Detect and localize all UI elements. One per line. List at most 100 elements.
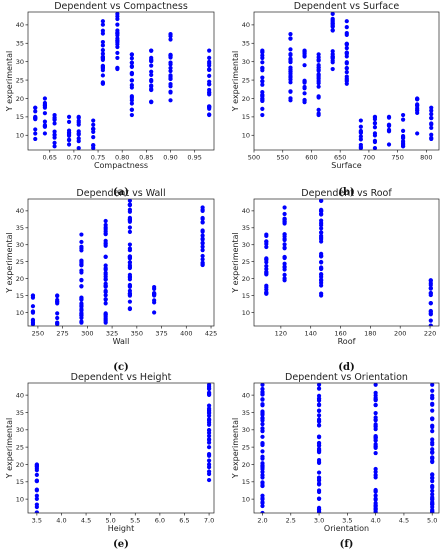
- data-point: [430, 447, 435, 452]
- data-point: [100, 68, 105, 73]
- plot-frame: [27, 11, 215, 151]
- x-axis-label: Roof: [338, 337, 356, 346]
- data-point: [282, 272, 287, 278]
- y-tick-label: 25: [242, 76, 250, 84]
- data-point: [260, 106, 265, 112]
- data-point: [152, 286, 157, 291]
- data-point: [34, 479, 39, 484]
- data-point: [103, 283, 108, 288]
- y-tick-label: 15: [242, 478, 250, 486]
- data-point: [400, 141, 406, 146]
- data-point: [103, 311, 108, 316]
- data-point: [316, 475, 322, 481]
- data-point: [316, 434, 322, 439]
- data-point: [260, 397, 265, 402]
- x-tick-label: 325: [106, 330, 118, 338]
- data-point: [302, 49, 307, 54]
- data-point: [282, 255, 287, 260]
- data-point: [282, 205, 287, 210]
- data-point: [430, 450, 435, 455]
- data-point: [149, 55, 154, 60]
- data-point: [52, 121, 57, 126]
- data-point: [400, 144, 406, 149]
- data-point: [288, 36, 293, 41]
- data-point: [79, 248, 84, 253]
- data-point: [373, 427, 378, 432]
- data-point: [200, 229, 205, 234]
- data-point: [42, 103, 48, 109]
- data-point: [415, 96, 420, 102]
- data-point: [288, 47, 293, 52]
- data-point: [207, 82, 212, 87]
- data-point: [260, 82, 265, 87]
- x-tick-label: 6.0: [155, 517, 165, 525]
- data-point: [260, 456, 265, 461]
- data-point: [344, 25, 349, 30]
- data-point: [200, 215, 205, 221]
- data-point: [264, 257, 269, 262]
- data-point: [30, 320, 36, 325]
- x-tick-label: 0.95: [187, 154, 201, 162]
- data-point: [316, 383, 322, 387]
- plot-title: Dependent vs Compactness: [54, 1, 188, 12]
- data-point: [302, 80, 307, 85]
- data-point: [430, 492, 435, 497]
- data-point: [42, 131, 48, 136]
- data-point: [430, 488, 435, 494]
- data-point: [260, 510, 265, 513]
- data-point: [316, 396, 322, 401]
- data-point: [288, 77, 293, 82]
- data-point: [430, 416, 435, 421]
- data-point: [103, 317, 108, 322]
- data-point: [372, 131, 378, 136]
- data-point: [316, 459, 322, 465]
- data-point: [373, 411, 378, 416]
- data-point: [282, 242, 287, 247]
- y-tick-label: 10: [242, 495, 250, 503]
- data-point: [76, 115, 81, 120]
- y-tick-label: 25: [16, 258, 24, 266]
- data-points: [260, 12, 434, 150]
- data-point: [115, 44, 120, 50]
- data-point: [260, 429, 265, 434]
- x-tick-label: 180: [364, 330, 376, 338]
- x-tick-label: 0.85: [139, 154, 153, 162]
- data-point: [372, 146, 378, 150]
- x-axis-label: Height: [108, 524, 134, 533]
- data-point: [316, 419, 322, 424]
- panel-5: Dependent vs Height 3.5 4.0 4.5 5.0 5.5 6.0 6.5…: [5, 372, 215, 550]
- data-point: [79, 239, 84, 245]
- data-point: [358, 134, 363, 139]
- data-points: [33, 12, 212, 150]
- x-tick-label: 120: [275, 330, 287, 338]
- data-point: [42, 124, 48, 129]
- data-point: [430, 395, 435, 400]
- y-tick-label: 35: [242, 409, 250, 417]
- x-tick-label: 3.5: [32, 517, 42, 525]
- x-tick-label: 3.5: [342, 517, 352, 525]
- data-point: [79, 295, 84, 300]
- data-point: [79, 232, 84, 237]
- data-point: [430, 475, 435, 480]
- data-point: [149, 77, 154, 83]
- x-tick-label: 4.0: [370, 517, 380, 525]
- data-point: [129, 78, 134, 83]
- data-point: [129, 101, 134, 106]
- data-point: [429, 108, 434, 113]
- data-point: [103, 301, 108, 306]
- data-point: [316, 55, 321, 60]
- data-point: [429, 125, 434, 130]
- data-point: [282, 211, 287, 217]
- data-point: [127, 203, 133, 208]
- data-point: [206, 406, 212, 411]
- data-point: [428, 318, 433, 323]
- data-point: [206, 417, 212, 422]
- data-point: [319, 230, 324, 235]
- data-point: [103, 263, 108, 268]
- data-point: [316, 507, 322, 512]
- data-point: [33, 114, 38, 119]
- data-point: [260, 60, 265, 65]
- data-point: [430, 504, 435, 510]
- data-point: [264, 263, 269, 269]
- data-point: [91, 118, 96, 123]
